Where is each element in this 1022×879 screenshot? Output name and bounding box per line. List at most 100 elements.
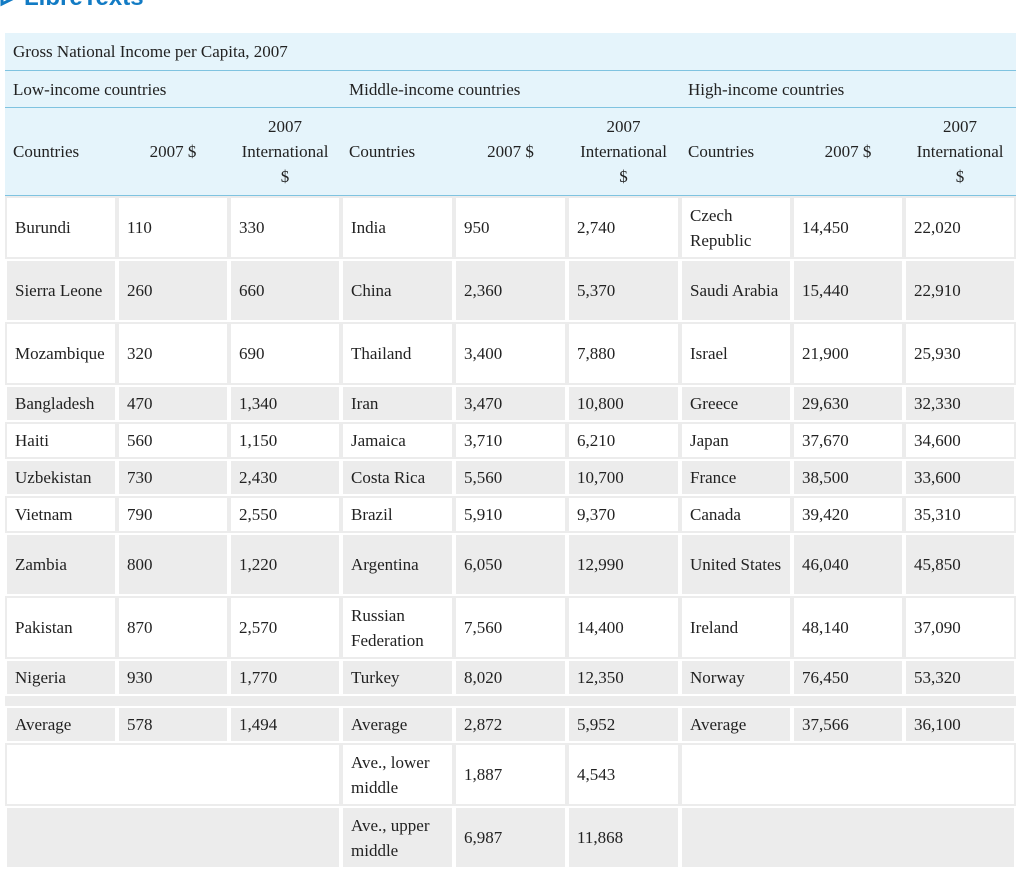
column-header-countries: Countries <box>680 108 792 196</box>
lower-middle-average-row: Ave., lower middle 1,887 4,543 <box>5 743 1017 806</box>
country-cell: Sierra Leone <box>5 259 117 322</box>
value-cell: 33,600 <box>904 459 1017 496</box>
country-cell: Greece <box>680 385 792 422</box>
average-value-cell: 578 <box>117 706 229 743</box>
value-cell: 2,430 <box>229 459 341 496</box>
country-cell: Mozambique <box>5 322 117 385</box>
value-cell: 45,850 <box>904 533 1017 596</box>
value-cell: 260 <box>117 259 229 322</box>
table-row: Uzbekistan 730 2,430 Costa Rica 5,560 10,700 F… <box>5 459 1017 496</box>
sub-average-value-cell: 1,887 <box>454 743 567 806</box>
value-cell: 9,370 <box>567 496 680 533</box>
table-row: Mozambique 320 690 Thailand 3,400 7,880 Israel… <box>5 322 1017 385</box>
sub-average-value-cell: 4,543 <box>567 743 680 806</box>
value-cell: 110 <box>117 196 229 259</box>
value-cell: 1,150 <box>229 422 341 459</box>
value-cell: 470 <box>117 385 229 422</box>
table-row: Vietnam 790 2,550 Brazil 5,910 9,370 Canada 39,… <box>5 496 1017 533</box>
column-header-2007-international: 2007 International $ <box>904 108 1017 196</box>
table-row: Bangladesh 470 1,340 Iran 3,470 10,800 Greece 2… <box>5 385 1017 422</box>
value-cell: 330 <box>229 196 341 259</box>
country-cell: Brazil <box>341 496 454 533</box>
country-cell: Vietnam <box>5 496 117 533</box>
value-cell: 730 <box>117 459 229 496</box>
value-cell: 37,090 <box>904 596 1017 659</box>
country-cell: Pakistan <box>5 596 117 659</box>
value-cell: 870 <box>117 596 229 659</box>
average-value-cell: 5,952 <box>567 706 680 743</box>
country-cell: Russian Federation <box>341 596 454 659</box>
value-cell: 10,700 <box>567 459 680 496</box>
sub-average-value-cell: 6,987 <box>454 806 567 869</box>
column-header-2007-international: 2007 International $ <box>229 108 341 196</box>
column-header-2007-international: 2007 International $ <box>567 108 680 196</box>
country-cell: Uzbekistan <box>5 459 117 496</box>
value-cell: 5,370 <box>567 259 680 322</box>
table-body: Burundi 110 330 India 950 2,740 Czech Republic… <box>5 196 1017 869</box>
country-cell: Jamaica <box>341 422 454 459</box>
country-cell: Zambia <box>5 533 117 596</box>
country-cell: Bangladesh <box>5 385 117 422</box>
country-cell: Burundi <box>5 196 117 259</box>
average-label-cell: Average <box>680 706 792 743</box>
value-cell: 790 <box>117 496 229 533</box>
value-cell: 7,560 <box>454 596 567 659</box>
value-cell: 1,220 <box>229 533 341 596</box>
value-cell: 35,310 <box>904 496 1017 533</box>
value-cell: 46,040 <box>792 533 904 596</box>
value-cell: 800 <box>117 533 229 596</box>
value-cell: 29,630 <box>792 385 904 422</box>
value-cell: 12,350 <box>567 659 680 696</box>
value-cell: 1,770 <box>229 659 341 696</box>
value-cell: 25,930 <box>904 322 1017 385</box>
table-row: Sierra Leone 260 660 China 2,360 5,370 Saudi A… <box>5 259 1017 322</box>
column-header-row: Countries 2007 $2007 International $ Countri… <box>5 108 1017 196</box>
value-cell: 3,470 <box>454 385 567 422</box>
value-cell: 38,500 <box>792 459 904 496</box>
column-header-2007-usd: 2007 $ <box>454 108 567 196</box>
average-value-cell: 37,566 <box>792 706 904 743</box>
average-value-cell: 36,100 <box>904 706 1017 743</box>
value-cell: 15,440 <box>792 259 904 322</box>
average-value-cell: 2,872 <box>454 706 567 743</box>
value-cell: 7,880 <box>567 322 680 385</box>
country-cell: France <box>680 459 792 496</box>
country-cell: India <box>341 196 454 259</box>
value-cell: 2,550 <box>229 496 341 533</box>
value-cell: 2,570 <box>229 596 341 659</box>
value-cell: 2,740 <box>567 196 680 259</box>
value-cell: 1,340 <box>229 385 341 422</box>
average-label-cell: Average <box>5 706 117 743</box>
country-cell: Nigeria <box>5 659 117 696</box>
country-cell: Ireland <box>680 596 792 659</box>
country-cell: Costa Rica <box>341 459 454 496</box>
group-header-low: Low-income countries <box>5 71 341 108</box>
empty-cell <box>680 806 1017 869</box>
country-cell: Canada <box>680 496 792 533</box>
table-row: Haiti 560 1,150 Jamaica 3,710 6,210 Japan 37,67… <box>5 422 1017 459</box>
value-cell: 22,020 <box>904 196 1017 259</box>
column-header-countries: Countries <box>5 108 117 196</box>
value-cell: 950 <box>454 196 567 259</box>
average-label-cell: Average <box>341 706 454 743</box>
country-cell: Haiti <box>5 422 117 459</box>
country-cell: Iran <box>341 385 454 422</box>
average-row: Average 578 1,494 Average 2,872 5,952 Average 3… <box>5 706 1017 743</box>
value-cell: 5,560 <box>454 459 567 496</box>
country-cell: Norway <box>680 659 792 696</box>
libretexts-logo[interactable]: LibreTexts <box>0 0 144 12</box>
empty-cell <box>5 806 341 869</box>
value-cell: 560 <box>117 422 229 459</box>
country-cell: Japan <box>680 422 792 459</box>
table-row: Burundi 110 330 India 950 2,740 Czech Republic… <box>5 196 1017 259</box>
value-cell: 690 <box>229 322 341 385</box>
group-header-high: High-income countries <box>680 71 1017 108</box>
value-cell: 48,140 <box>792 596 904 659</box>
value-cell: 5,910 <box>454 496 567 533</box>
value-cell: 6,050 <box>454 533 567 596</box>
value-cell: 32,330 <box>904 385 1017 422</box>
logo-text: LibreTexts <box>24 0 144 12</box>
value-cell: 320 <box>117 322 229 385</box>
upper-middle-average-row: Ave., upper middle 6,987 11,868 <box>5 806 1017 869</box>
table-caption: Gross National Income per Capita, 2007 <box>5 33 1017 71</box>
